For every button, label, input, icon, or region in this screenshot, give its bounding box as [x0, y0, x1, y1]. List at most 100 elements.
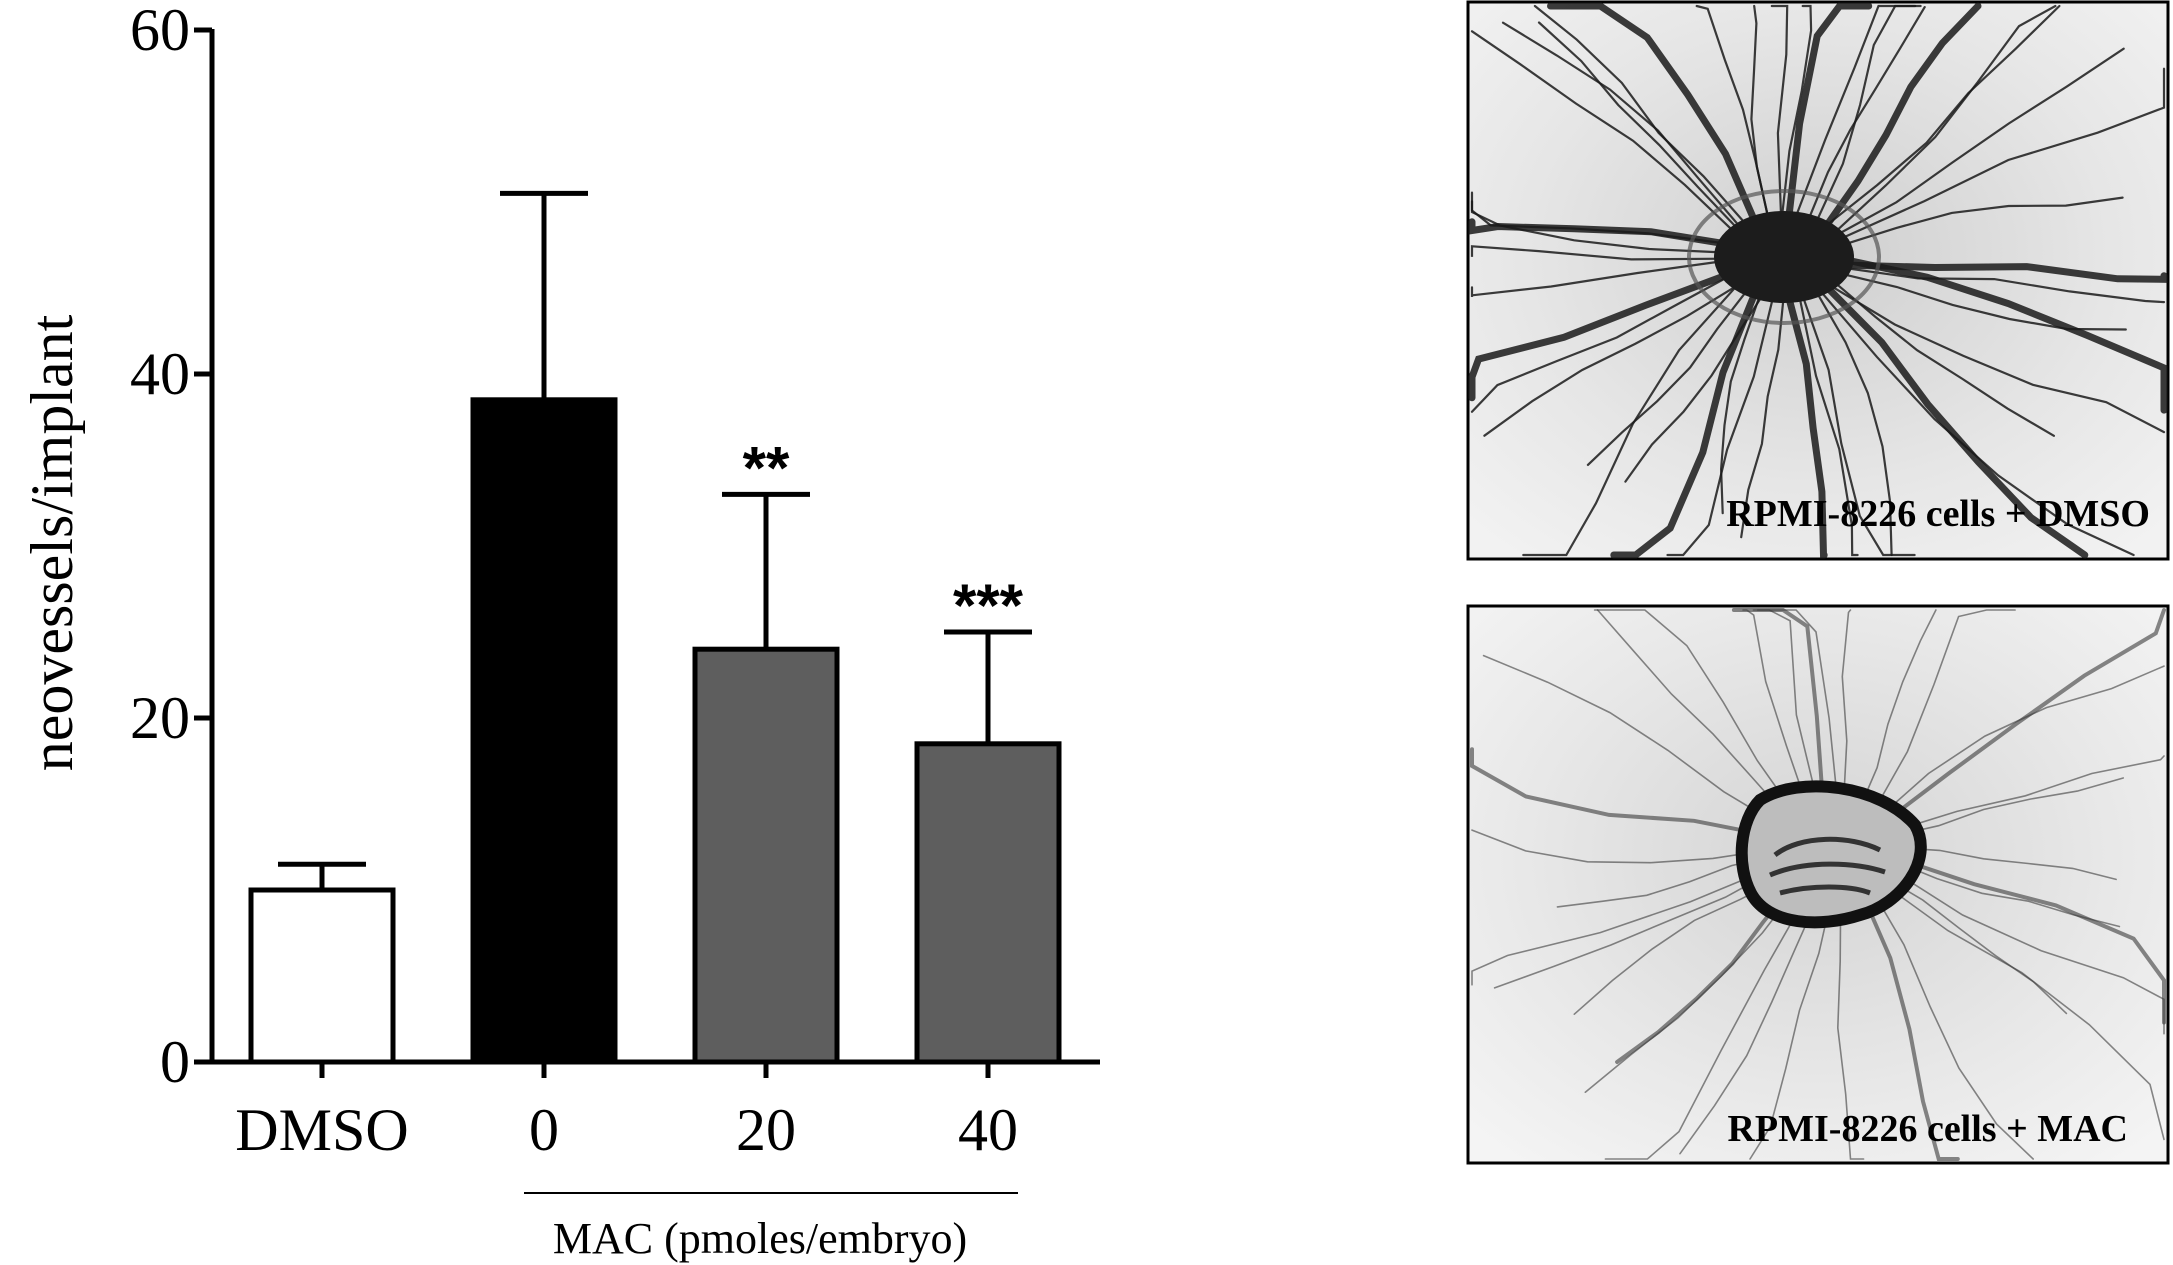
- y-tick-label: 60: [130, 0, 190, 63]
- vessel: [1839, 261, 2168, 283]
- implant: [1735, 780, 1927, 929]
- vessel: [1816, 293, 1893, 557]
- vessel: [1876, 665, 2165, 820]
- vessel: [1731, 608, 1826, 808]
- significance-marker: ***: [953, 572, 1024, 639]
- x-tick-label: 0: [529, 1097, 559, 1163]
- blood-vessels-illustration: [1468, 2, 2168, 559]
- vessel: [1770, 4, 1789, 214]
- vessel: [1820, 291, 2135, 557]
- implant-halo: [1687, 189, 1881, 325]
- bars: [248, 397, 1062, 1065]
- bar: [248, 887, 396, 1065]
- vessel: [1841, 266, 2166, 304]
- y-axis-title: neovessels/implant: [19, 314, 85, 771]
- vessel: [1749, 894, 1833, 1160]
- vessel: [1841, 609, 1852, 807]
- vessel: [1836, 894, 1865, 1160]
- vessel: [1781, 4, 1813, 214]
- vessel: [1878, 879, 2165, 1141]
- vessel: [1610, 292, 1758, 559]
- blood-vessels-illustration: [1470, 608, 2166, 1161]
- x-tick-labels: DMSO 0 20 40: [235, 1097, 1018, 1163]
- vessel: [1808, 6, 1926, 218]
- vessel: [1882, 875, 2068, 1015]
- bar: [914, 741, 1062, 1065]
- vessel: [1501, 21, 1741, 228]
- vessel: [1892, 860, 2121, 928]
- vessel: [1858, 888, 1960, 1161]
- vessel: [1799, 299, 1859, 557]
- implant-detail: [1769, 836, 1886, 896]
- vessel: [1858, 609, 1937, 810]
- vessel: [1533, 4, 1746, 224]
- vessel: [1547, 2, 1757, 222]
- vessel: [1891, 777, 2124, 837]
- significance-markers: *****: [743, 434, 1024, 639]
- image-panel-dmso: RPMI-8226 cells + DMSO: [1466, 0, 2170, 561]
- vessel: [1829, 284, 2166, 434]
- vessel: [1824, 284, 2089, 559]
- y-ticks: 0 20 40 60: [130, 0, 212, 1095]
- bar: [470, 397, 618, 1065]
- vessel: [1869, 885, 2034, 1160]
- vessel: [1470, 259, 1726, 297]
- vessel: [1889, 755, 2165, 833]
- vessel: [1838, 67, 2166, 241]
- bar: [692, 646, 840, 1065]
- y-tick-label: 0: [160, 1029, 190, 1095]
- vessel: [1470, 30, 1736, 233]
- vessel: [1522, 284, 1739, 557]
- vessel: [1471, 864, 1780, 986]
- vessel: [1470, 274, 1731, 413]
- panel-caption: RPMI-8226 cells + MAC: [1727, 1108, 2128, 1150]
- vessel: [1840, 196, 2124, 247]
- vessel: [1471, 829, 1776, 864]
- group-label: MAC (pmoles/embryo): [553, 1214, 967, 1263]
- vessel: [1840, 255, 2168, 414]
- vessel: [1596, 609, 1791, 821]
- vessel: [1825, 4, 2061, 227]
- vessel: [1835, 47, 2125, 237]
- x-tick-label: 20: [736, 1097, 796, 1163]
- panel-caption: RPMI-8226 cells + DMSO: [1726, 493, 2150, 535]
- vessel: [1468, 270, 1733, 402]
- vessel: [1604, 890, 1811, 1160]
- vessel: [1719, 296, 1761, 515]
- vessel: [1537, 21, 1739, 230]
- vessel: [1802, 298, 1916, 557]
- vessel: [1468, 218, 1731, 248]
- x-tick-label: DMSO: [235, 1097, 408, 1163]
- vessel: [1833, 4, 2057, 234]
- vessel: [1740, 300, 1785, 539]
- vessel: [1483, 284, 1739, 437]
- vessel: [1785, 2, 1873, 216]
- vessel: [1593, 609, 1797, 817]
- vessel: [1894, 846, 2117, 881]
- vessel: [1482, 654, 1784, 829]
- vessel: [1892, 855, 2166, 1025]
- vessel: [1470, 747, 1780, 840]
- vessel: [1786, 298, 1828, 559]
- vessel: [1823, 2, 1982, 229]
- y-tick-label: 20: [130, 685, 190, 751]
- implant: [1714, 211, 1854, 303]
- vessel: [1756, 609, 1839, 806]
- image-panel-mac: RPMI-8226 cells + MAC: [1466, 604, 2170, 1165]
- error-bars: [278, 190, 1032, 890]
- vessel: [1470, 245, 1726, 261]
- vessel: [1586, 290, 1748, 466]
- vessel: [1871, 609, 2016, 816]
- x-tick-label: 40: [958, 1097, 1018, 1163]
- vessel: [1888, 867, 2165, 1035]
- vessel: [1679, 892, 1821, 1155]
- significance-marker: **: [743, 434, 790, 501]
- vessel: [1666, 300, 1774, 557]
- y-tick-label: 40: [130, 341, 190, 407]
- vessel: [1832, 280, 2055, 437]
- vessel: [1493, 866, 1781, 989]
- vessel: [1881, 608, 2166, 826]
- vessel: [1816, 4, 1922, 221]
- vessel: [1695, 4, 1769, 215]
